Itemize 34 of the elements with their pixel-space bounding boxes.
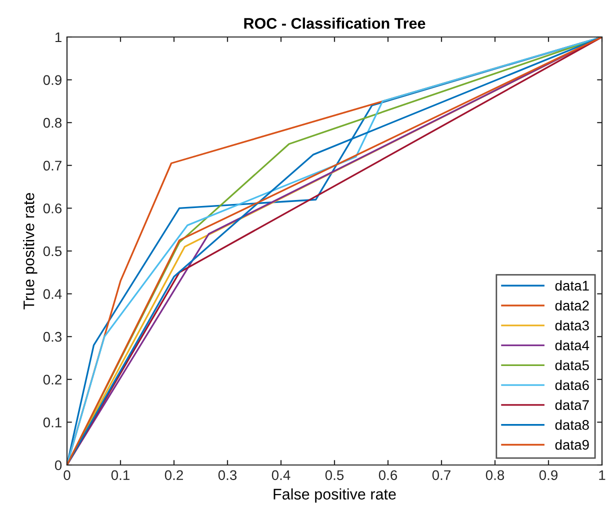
- legend-label: data1: [555, 280, 589, 291]
- y-tick-label: 0: [54, 460, 62, 470]
- x-tick-label: 0.2: [164, 470, 183, 480]
- y-tick-label: 0.4: [43, 289, 62, 299]
- legend-label: data4: [555, 340, 590, 350]
- legend-label: data6: [555, 380, 589, 390]
- x-tick-label: 1: [599, 470, 606, 480]
- legend-label: data5: [555, 360, 589, 370]
- y-tick-label: 1: [55, 32, 62, 42]
- x-tick-label: 0.7: [432, 470, 450, 480]
- legend-label: data7: [555, 400, 589, 410]
- x-tick-label: 0.6: [378, 470, 398, 480]
- y-tick-label: 0.3: [43, 332, 62, 342]
- chart-title: ROC - Classification Tree: [244, 18, 426, 29]
- x-tick-label: 0.5: [325, 470, 344, 480]
- y-axis-title: True positive rate: [23, 192, 38, 310]
- x-tick-label: 0: [64, 470, 70, 480]
- legend-label: data2: [555, 300, 589, 311]
- x-tick-label: 0.9: [539, 470, 558, 480]
- legend-label: data8: [555, 420, 589, 430]
- y-tick-label: 0.2: [43, 374, 62, 385]
- x-tick-label: 0.3: [218, 470, 237, 480]
- x-tick-label: 0.1: [111, 470, 130, 480]
- x-axis-title: False positive rate: [274, 488, 396, 503]
- x-tick-label: 0.8: [486, 470, 504, 480]
- legend-label: data9: [555, 440, 589, 450]
- y-tick-label: 0.1: [43, 418, 62, 428]
- y-tick-label: 0.5: [43, 246, 62, 256]
- y-tick-label: 0.7: [43, 160, 62, 171]
- y-tick-label: 0.8: [43, 118, 62, 128]
- x-tick-label: 0.4: [272, 470, 290, 480]
- legend-label: data3: [555, 320, 589, 330]
- y-tick-label: 0.9: [43, 75, 62, 85]
- y-tick-label: 0.6: [43, 204, 62, 214]
